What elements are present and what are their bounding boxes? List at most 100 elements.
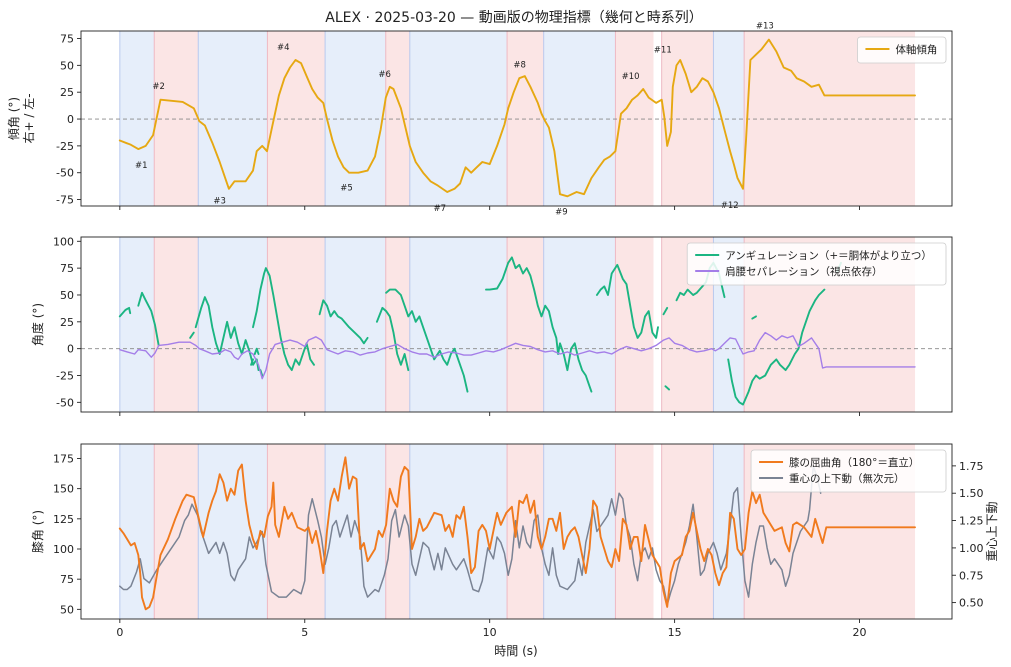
series-group bbox=[118, 256, 916, 406]
series-line-2 bbox=[119, 331, 916, 380]
phase-band bbox=[325, 31, 386, 206]
plot-frame bbox=[80, 236, 953, 413]
x-tick-label: 20 bbox=[853, 626, 867, 639]
y-tick-label: 50 bbox=[60, 59, 74, 72]
annotation-label: #10 bbox=[622, 72, 640, 82]
annotation-label: #11 bbox=[654, 45, 672, 55]
x-tick-label: 0 bbox=[116, 626, 123, 639]
angle-panel: -50 -25 0 25 50 75 100 角度 (°) アンギュレーション（+＝胴体がより立… bbox=[30, 235, 953, 416]
legend-label: 膝の屈曲角（180°＝直立） bbox=[789, 456, 919, 469]
annotation-label: #13 bbox=[756, 22, 774, 32]
y-tick-label: -75 bbox=[56, 194, 74, 207]
annotation-label: #6 bbox=[378, 70, 391, 80]
series-line-1 bbox=[194, 296, 260, 372]
phase-band bbox=[409, 444, 508, 619]
series-line-1 bbox=[118, 306, 132, 318]
phase-band bbox=[267, 237, 326, 412]
series-line-1 bbox=[137, 291, 160, 347]
phase-band bbox=[154, 444, 199, 619]
y-tick-label: -50 bbox=[56, 167, 74, 180]
y2-axis-label: 重心上下動 bbox=[985, 501, 999, 561]
knee-com-panel: 50751001251501750.500.751.001.251.501.75… bbox=[31, 443, 999, 639]
phase-band bbox=[409, 237, 508, 412]
x-tick-label: 10 bbox=[483, 626, 497, 639]
y2-tick-label: 1.25 bbox=[959, 515, 984, 528]
phase-band bbox=[507, 31, 544, 206]
series-line-1 bbox=[662, 306, 669, 316]
phase-band bbox=[325, 237, 386, 412]
phase-band bbox=[119, 31, 155, 206]
y-tick-label: 175 bbox=[53, 452, 74, 465]
series-line-1 bbox=[385, 288, 469, 393]
annotation-label: #5 bbox=[340, 184, 353, 194]
y2-tick-label: 0.75 bbox=[959, 569, 984, 582]
series-line-1 bbox=[485, 256, 593, 393]
annotation-label: #4 bbox=[277, 43, 290, 53]
legend-box bbox=[686, 242, 947, 286]
y2-tick-label: 1.00 bbox=[959, 542, 984, 555]
phase-band bbox=[543, 444, 616, 619]
y-axis-label: 右+ / 左- bbox=[21, 93, 36, 143]
y-axis-label: 角度 (°) bbox=[30, 303, 45, 346]
legend-box bbox=[857, 36, 947, 64]
phase-band bbox=[713, 31, 745, 206]
y2-tick-label: 1.50 bbox=[959, 487, 984, 500]
phase-band bbox=[543, 237, 616, 412]
y-tick-label: 50 bbox=[60, 603, 74, 616]
y-tick-label: 125 bbox=[53, 513, 74, 526]
x-tick-label: 5 bbox=[301, 626, 308, 639]
legend-label: 重心の上下動（無次元） bbox=[789, 472, 905, 485]
annotation-label: #2 bbox=[152, 82, 165, 92]
series-line-1 bbox=[664, 385, 671, 391]
x-tick-label: 15 bbox=[668, 626, 682, 639]
y-tick-label: 50 bbox=[60, 289, 74, 302]
series-line-1 bbox=[252, 267, 315, 372]
series-line-1 bbox=[118, 456, 916, 611]
y-axis-label: 傾角 (°) bbox=[7, 97, 21, 140]
phase-band bbox=[615, 31, 654, 206]
series-group bbox=[118, 38, 916, 198]
plot-frame bbox=[80, 30, 953, 207]
legend-label: 肩腰セパレーション（視点依存） bbox=[725, 265, 882, 278]
annotation-label: #3 bbox=[213, 197, 226, 207]
x-axis-label: 時間 (s) bbox=[494, 644, 537, 658]
annotation-label: #1 bbox=[135, 161, 148, 171]
series-line-1 bbox=[253, 347, 260, 355]
legend-label: 体軸傾角 bbox=[895, 43, 937, 56]
series-line-1 bbox=[375, 306, 410, 372]
y-tick-label: 0 bbox=[67, 343, 74, 356]
phase-band bbox=[119, 237, 155, 412]
phase-band bbox=[661, 31, 714, 206]
legend-label: アンギュレーション（+＝胴体がより立つ） bbox=[725, 249, 932, 262]
phase-band bbox=[198, 444, 268, 619]
phase-band bbox=[385, 31, 410, 206]
y-tick-label: -25 bbox=[56, 140, 74, 153]
y-tick-label: 100 bbox=[53, 235, 74, 248]
annotation-label: #7 bbox=[433, 204, 446, 214]
phase-band bbox=[154, 31, 199, 206]
legend-box bbox=[750, 449, 947, 493]
phase-band bbox=[198, 31, 268, 206]
annotation-label: #8 bbox=[513, 60, 526, 70]
phase-band bbox=[507, 237, 544, 412]
y-axis-label: 膝角 (°) bbox=[31, 510, 45, 553]
y-tick-label: 75 bbox=[60, 573, 74, 586]
series-line-1 bbox=[727, 288, 826, 406]
y-tick-label: 0 bbox=[67, 113, 74, 126]
y-tick-label: -25 bbox=[56, 369, 74, 382]
phase-band bbox=[325, 444, 386, 619]
series-line-2 bbox=[119, 465, 822, 606]
series-line-1 bbox=[189, 331, 195, 339]
series-line-1 bbox=[250, 358, 254, 366]
phase-band bbox=[267, 31, 326, 206]
y2-tick-label: 0.50 bbox=[959, 597, 984, 610]
phase-band bbox=[409, 31, 508, 206]
series-line-1 bbox=[118, 38, 916, 198]
phase-band bbox=[119, 444, 155, 619]
figure-title: ALEX · 2025-03-20 — 動画版の物理指標（幾何と時系列） bbox=[325, 10, 702, 26]
y-tick-label: 150 bbox=[53, 483, 74, 496]
phase-band bbox=[615, 237, 654, 412]
annotation-label: #9 bbox=[555, 207, 568, 217]
series-line-1 bbox=[751, 315, 757, 320]
